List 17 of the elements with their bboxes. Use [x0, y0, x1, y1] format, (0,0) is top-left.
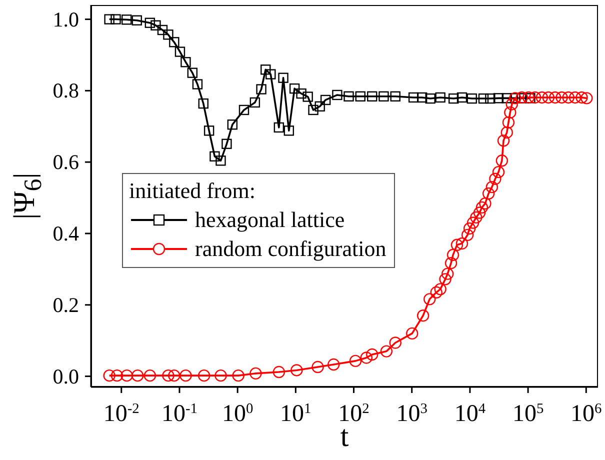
- y-tick-label: 0.4: [52, 221, 80, 246]
- y-tick-label: 0.2: [52, 292, 79, 317]
- x-tick-label: 10$^{-2}$: [103, 401, 140, 427]
- x-tick-label: 10$^{0}$: [222, 401, 254, 427]
- y-tick-label: 0.8: [52, 78, 79, 103]
- x-tick-label: 10$^{5}$: [512, 401, 544, 427]
- x-tick-label: 10$^{3}$: [396, 401, 428, 427]
- y-tick-label: 0.0: [52, 364, 79, 388]
- legend-title: initiated from:: [129, 177, 256, 205]
- x-tick-label: 10$^{4}$: [454, 401, 486, 427]
- x-tick-label: 10$^{1}$: [280, 401, 312, 427]
- legend-label: hexagonal lattice: [195, 206, 345, 234]
- x-tick-label: 10$^{-1}$: [161, 401, 198, 427]
- y-tick-label: 0.6: [52, 150, 79, 174]
- x-tick-label: 10$^{6}$: [570, 401, 602, 427]
- y-tick-label: 1.0: [52, 7, 79, 32]
- legend-label: random configuration: [195, 235, 386, 263]
